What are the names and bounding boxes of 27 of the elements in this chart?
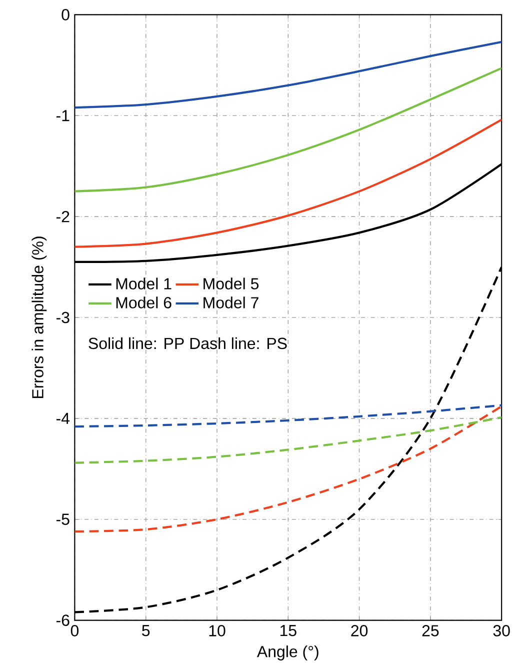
x-tick-label: 5 [142,625,150,636]
y-tick-label: -3 [56,312,70,324]
legend-label: Model 5 [203,278,258,290]
x-tick-label: 30 [493,625,510,636]
y-tick-label: -2 [56,210,70,222]
x-axis-title: Angle (°) [256,646,318,660]
y-axis-title: Errors in amplitude (%) [32,236,46,398]
x-tick-label: 15 [280,625,296,636]
y-tick-label: -4 [56,412,70,424]
line-series [74,405,502,533]
x-tick-label: 10 [209,625,226,636]
legend-label: Model 6 [116,296,172,308]
y-tick-label: -5 [56,514,70,525]
line-series [74,40,502,109]
legend-label: Model 7 [203,296,258,308]
line-series [74,416,502,464]
line-series [74,67,502,192]
line-series [74,404,502,428]
x-tick-label: 20 [351,625,368,636]
annotation: Solid line: PP Dash line: PS [88,337,287,350]
x-tick-label: 25 [422,625,439,636]
x-tick-label: 0 [70,625,78,636]
legend-label: Model 1 [116,278,172,290]
y-tick-label: -1 [56,110,70,122]
y-tick-label: 0 [62,9,70,20]
line-series [74,118,502,248]
y-tick-label: -6 [56,614,70,626]
